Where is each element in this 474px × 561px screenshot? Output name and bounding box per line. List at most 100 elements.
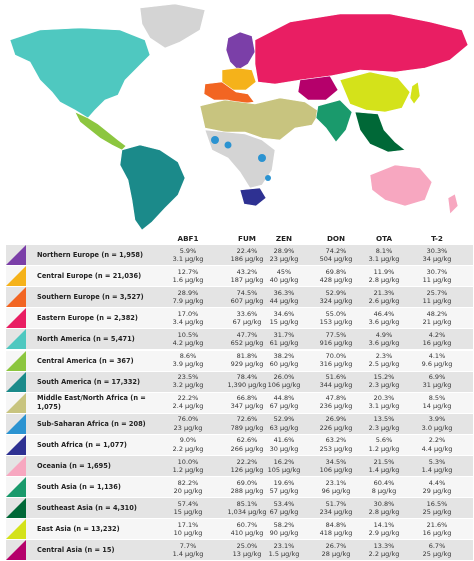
concentration-value: 7.9 μg/kg [172,296,204,305]
prevalence-value: 48.2% [426,309,448,318]
prevalence-value: 20.3% [373,394,395,403]
concentration-value: 226 μg/kg [319,423,353,432]
prevalence-value: 23.1% [273,541,295,550]
prevalence-value: 13.5% [373,415,395,424]
map-southeast-asia [354,111,406,153]
prevalence-value: 77.5% [325,330,347,339]
region-label: Northern Europe (n = 1,958) [37,251,144,259]
data-cell: 43.2% 187 μg/kg [222,268,272,285]
concentration-value: 20 μg/kg [173,486,203,495]
data-cell: 74.2% 504 μg/kg [308,247,364,264]
concentration-value: 1.4 μg/kg [368,465,400,474]
region-color-swatch [6,245,26,265]
data-cell: 81.8% 929 μg/kg [222,352,272,369]
data-cell: 30.7% 11 μg/kg [412,268,462,285]
data-cell: 14.1% 2.9 μg/kg [358,521,410,538]
data-cell: 10.5% 4.2 μg/kg [162,331,214,348]
concentration-value: 2.5 μg/kg [368,360,400,369]
prevalence-value: 5.6% [375,436,393,445]
prevalence-value: 44.8% [273,394,295,403]
region-color-swatch [6,434,26,455]
table-row: Southeast Asia (n = 4,310) 57.4% 15 μg/kg 8… [6,498,473,519]
prevalence-value: 74.2% [325,246,347,255]
data-cell: 52.9% 63 μg/kg [259,415,309,432]
map-south-asia [315,99,353,143]
concentration-value: 34 μg/kg [422,254,452,263]
prevalence-value: 5.9% [179,246,197,255]
table-row: Central Europe (n = 21,036) 12.7% 1.6 μg/k… [6,266,473,287]
data-cell: 16.2% 105 μg/kg [259,458,309,475]
concentration-value: 2.3 μg/kg [368,423,400,432]
data-cell: 4.1% 9.6 μg/kg [412,352,462,369]
concentration-value: 9.6 μg/kg [421,360,453,369]
table-row: Eastern Europe (n = 2,382) 17.0% 3.4 μg/kg… [6,308,473,329]
prevalence-value: 51.7% [325,499,347,508]
concentration-value: 3.1 μg/kg [172,254,204,263]
concentration-value: 14 μg/kg [422,402,452,411]
concentration-value: 25 μg/kg [422,507,452,516]
data-cell: 30.8% 2.8 μg/kg [358,500,410,517]
table-row: South America (n = 17,332) 23.5% 3.2 μg/kg… [6,371,473,392]
region-color-swatch [6,413,26,434]
prevalence-value: 36.3% [273,288,295,297]
concentration-value: 4.2 μg/kg [172,339,204,348]
concentration-value: 67 μg/kg [232,318,262,327]
data-cell: 17.0% 3.4 μg/kg [162,310,214,327]
prevalence-value: 8.6% [179,352,197,360]
data-cell: 26.0% 106 μg/kg [259,373,309,390]
data-cell: 6.9% 31 μg/kg [412,373,462,390]
concentration-value: 316 μg/kg [319,360,353,369]
column-header: ZEN [275,234,293,243]
region-label: South Africa (n = 1,077) [37,440,127,449]
data-cell: 31.7% 61 μg/kg [259,331,309,348]
concentration-value: 13 μg/kg [232,550,262,559]
concentration-value: 504 μg/kg [319,254,353,263]
data-cell: 8.6% 3.9 μg/kg [162,352,214,369]
region-label: South America (n = 17,332) [37,377,141,386]
region-label: Southern Europe (n = 3,527) [37,293,144,302]
region-label: Middle East/North Africa (n = 1,075) [37,394,146,411]
concentration-value: 1,390 μg/kg [227,381,267,390]
concentration-value: 105 μg/kg [267,465,301,474]
data-cell: 72.6% 789 μg/kg [222,415,272,432]
map-sub-saharan-patch [211,136,219,144]
data-cell: 41.6% 30 μg/kg [259,436,309,453]
concentration-value: 29 μg/kg [422,486,452,495]
prevalence-value: 4.9% [375,330,393,339]
prevalence-value: 78.4% [236,373,258,382]
table-row: North America (n = 5,471) 10.5% 4.2 μg/kg 4… [6,329,473,350]
map-new-zealand [447,193,459,215]
concentration-value: 253 μg/kg [319,444,353,453]
concentration-value: 3.1 μg/kg [368,254,400,263]
map-sub-saharan-patch [258,154,266,162]
map-central-asia [297,75,339,101]
concentration-value: 344 μg/kg [319,381,353,390]
prevalence-value: 41.6% [273,436,295,445]
concentration-value: 30 μg/kg [269,444,299,453]
region-color-swatch [6,477,26,498]
prevalence-value: 16.2% [273,457,295,466]
prevalence-value: 62.6% [236,436,258,445]
data-cell: 28.9% 7.9 μg/kg [162,289,214,306]
prevalence-value: 58.2% [273,520,295,529]
region-color-swatch [6,498,26,519]
concentration-value: 57 μg/kg [269,486,299,495]
prevalence-value: 3.9% [428,415,446,424]
data-cell: 10.0% 1.2 μg/kg [162,458,214,475]
column-header: FUM [238,234,256,243]
prevalence-value: 47.8% [325,394,347,403]
concentration-value: 1.2 μg/kg [368,444,400,453]
region-color-swatch [6,540,26,561]
prevalence-value: 25.7% [426,288,448,297]
data-cell: 34.6% 15 μg/kg [259,310,309,327]
prevalence-value: 66.8% [236,394,258,403]
concentration-value: 2.8 μg/kg [368,275,400,284]
prevalence-value: 4.2% [428,330,446,339]
data-cell: 7.7% 1.4 μg/kg [162,542,214,559]
table-row: Oceania (n = 1,695) 10.0% 1.2 μg/kg 22.2% 12… [6,456,473,476]
region-label: East Asia (n = 13,232) [37,525,120,534]
region-color-swatch [6,329,26,350]
prevalence-value: 5.3% [428,457,446,466]
prevalence-value: 33.6% [236,309,258,318]
data-cell: 5.9% 3.1 μg/kg [162,247,214,264]
